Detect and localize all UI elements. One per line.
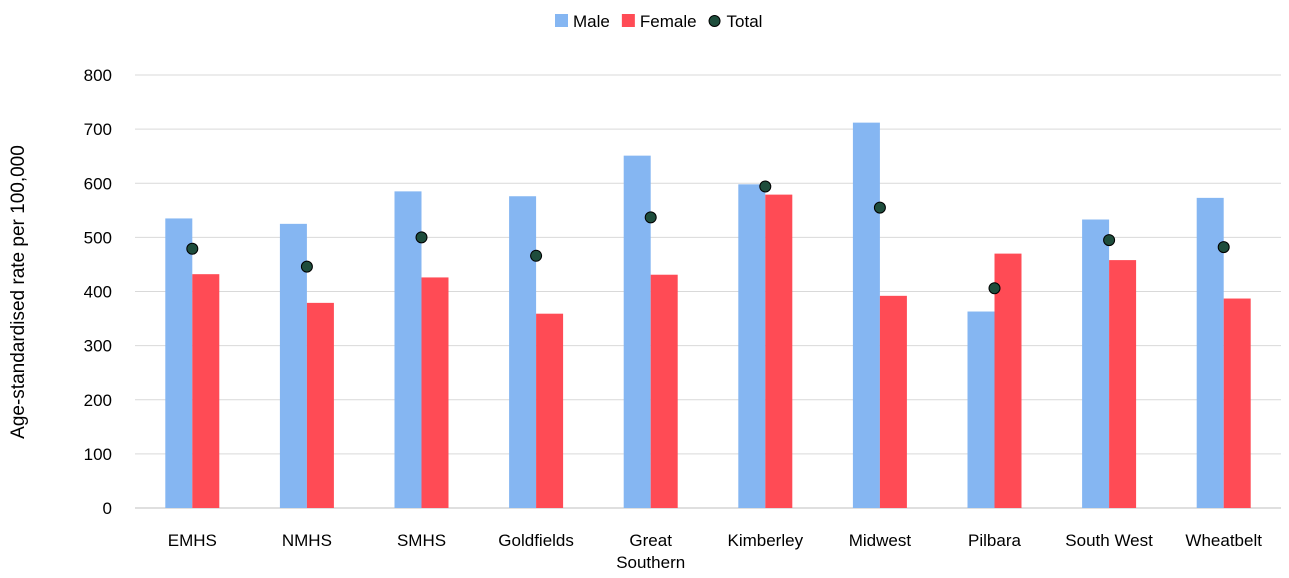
bar-female bbox=[879, 295, 907, 508]
y-tick-label: 400 bbox=[84, 283, 112, 302]
marker-total bbox=[415, 231, 428, 244]
x-tick-label: Kimberley bbox=[728, 531, 804, 550]
legend-swatch bbox=[708, 15, 721, 27]
y-tick-label: 300 bbox=[84, 337, 112, 356]
y-tick-label: 500 bbox=[84, 228, 112, 247]
marker-total bbox=[186, 242, 199, 255]
marker-total bbox=[1103, 234, 1116, 247]
bar-male bbox=[967, 311, 995, 508]
x-tick-label: SMHS bbox=[397, 531, 446, 550]
legend-label: Female bbox=[640, 12, 697, 31]
marker-total bbox=[988, 282, 1001, 295]
marker-total bbox=[873, 201, 886, 214]
legend-swatch bbox=[621, 14, 635, 27]
bar-male bbox=[509, 196, 537, 509]
legend-item-male: Male bbox=[555, 12, 610, 31]
y-tick-label: 600 bbox=[84, 174, 112, 193]
x-tick-label: Wheatbelt bbox=[1185, 531, 1262, 550]
legend-label: Total bbox=[727, 12, 763, 31]
bar-female bbox=[536, 313, 564, 508]
x-axis-labels: EMHS NMHS SMHS Goldfields Great Southern Kimbe… bbox=[168, 531, 1263, 572]
marker-total bbox=[759, 180, 772, 193]
bar-male bbox=[738, 184, 766, 508]
bar-male bbox=[165, 218, 193, 508]
bar-female bbox=[421, 277, 449, 508]
x-tick-label: Midwest bbox=[849, 531, 912, 550]
legend-label: Male bbox=[573, 12, 610, 31]
bars bbox=[165, 122, 1251, 509]
legend-item-female: Female bbox=[621, 12, 697, 31]
marker-total bbox=[530, 249, 543, 262]
legend-swatch bbox=[555, 14, 568, 27]
legend: Male Female Total bbox=[555, 12, 762, 31]
bar-female bbox=[192, 274, 220, 508]
x-tick-label: Great Southern bbox=[616, 531, 685, 572]
marker-total bbox=[300, 260, 313, 273]
bar-male bbox=[279, 223, 307, 508]
bar-female bbox=[765, 194, 793, 508]
y-tick-label: 100 bbox=[84, 445, 112, 464]
y-tick-label: 200 bbox=[84, 391, 112, 410]
marker-total bbox=[644, 211, 657, 224]
x-tick-label: Pilbara bbox=[968, 531, 1021, 550]
x-tick-label: EMHS bbox=[168, 531, 217, 550]
y-tick-label: 700 bbox=[84, 120, 112, 139]
y-tick-label: 800 bbox=[84, 66, 112, 85]
y-axis-ticks: 0 100 200 300 400 500 600 700 800 bbox=[84, 66, 112, 518]
y-tick-label: 0 bbox=[103, 499, 112, 518]
bar-female bbox=[306, 302, 334, 508]
markers bbox=[186, 180, 1230, 295]
legend-item-total: Total bbox=[708, 12, 763, 31]
x-tick-label: NMHS bbox=[282, 531, 332, 550]
bar-male bbox=[852, 122, 880, 508]
bar-female bbox=[650, 274, 678, 508]
bar-female bbox=[1223, 298, 1251, 508]
marker-total bbox=[1217, 241, 1230, 254]
bar-male bbox=[1082, 219, 1110, 509]
x-tick-label: South West bbox=[1065, 531, 1153, 550]
bar-female bbox=[994, 253, 1022, 508]
bar-male bbox=[394, 191, 422, 508]
x-tick-label: Goldfields bbox=[498, 531, 574, 550]
bar-male bbox=[623, 155, 651, 509]
bar-female bbox=[1109, 260, 1137, 508]
y-axis-title: Age-standardised rate per 100,000 bbox=[8, 145, 29, 439]
